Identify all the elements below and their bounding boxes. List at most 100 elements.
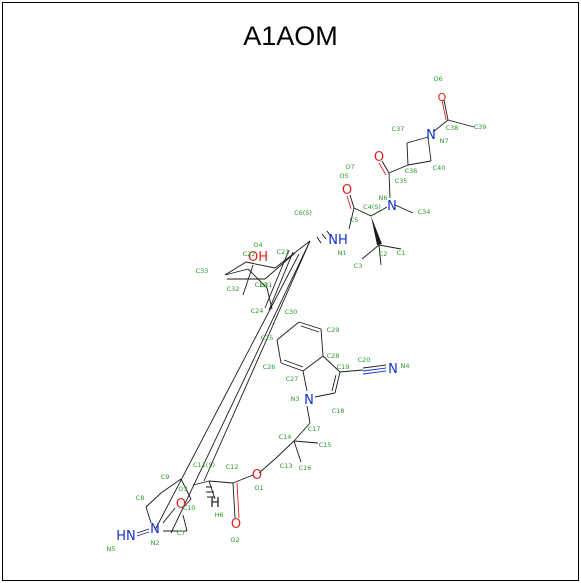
label-o3: O3 xyxy=(178,485,187,493)
bond xyxy=(283,359,304,368)
bond xyxy=(264,249,290,309)
bond xyxy=(208,480,234,484)
label-o6: O6 xyxy=(433,75,442,83)
label-c1: C1 xyxy=(397,249,406,257)
bond xyxy=(298,321,322,330)
bond xyxy=(339,369,364,373)
bond xyxy=(447,119,475,128)
label-c15: C15 xyxy=(319,441,332,449)
atom-n7: N xyxy=(426,128,436,143)
bond xyxy=(182,514,188,532)
bond xyxy=(293,440,319,444)
label-c31: C31 xyxy=(260,281,273,289)
bond xyxy=(242,264,254,296)
bond xyxy=(208,480,216,500)
bond xyxy=(314,392,336,398)
bond xyxy=(353,207,372,217)
bond xyxy=(302,355,324,372)
label-n2: N2 xyxy=(151,539,160,547)
label-c37: C37 xyxy=(392,125,405,133)
bond xyxy=(136,531,150,537)
bond xyxy=(136,528,150,534)
bond xyxy=(145,506,152,524)
label-c8: C8 xyxy=(136,494,145,502)
label-n1: N1 xyxy=(338,249,347,257)
bond xyxy=(180,478,192,500)
label-c28: C28 xyxy=(327,352,340,360)
bond xyxy=(236,482,240,519)
bond xyxy=(264,252,296,280)
label-o5: O5 xyxy=(339,172,348,180)
label-c14: C14 xyxy=(279,433,292,441)
bond xyxy=(302,370,308,392)
label-h6: H6 xyxy=(214,511,223,519)
bond xyxy=(245,261,276,269)
label-c4s: C4(S) xyxy=(363,203,381,211)
bond xyxy=(203,322,275,482)
stereo-hash xyxy=(316,230,331,244)
atom-oh: OH xyxy=(248,250,268,265)
bond xyxy=(274,440,295,460)
bond xyxy=(182,498,192,509)
label-c32: C32 xyxy=(227,285,240,293)
label-c27: C27 xyxy=(286,375,299,383)
label-n4: N4 xyxy=(401,362,410,370)
label-c29: C29 xyxy=(327,326,340,334)
label-n6: N6 xyxy=(379,194,388,202)
label-c38: C38 xyxy=(446,124,459,132)
label-c5: C5 xyxy=(350,216,359,224)
bond xyxy=(427,136,432,162)
label-c12: C12 xyxy=(226,463,239,471)
atom-nh: NH xyxy=(328,233,348,248)
bond xyxy=(274,240,311,269)
label-o7: O7 xyxy=(345,163,354,171)
atom-o-carbonyl: O xyxy=(374,150,384,165)
label-c23: C23 xyxy=(255,281,268,289)
bond xyxy=(348,207,355,230)
label-c25: C25 xyxy=(261,334,274,342)
bond xyxy=(154,253,300,531)
bond xyxy=(362,367,387,372)
atom-nitrile-n: N xyxy=(388,362,398,377)
bond xyxy=(224,268,249,276)
atom-n6: N xyxy=(387,199,397,214)
bond xyxy=(293,422,311,442)
bonds xyxy=(136,99,475,537)
bond xyxy=(443,99,449,121)
label-c35: C35 xyxy=(395,177,408,185)
bond xyxy=(362,370,387,375)
bond xyxy=(388,164,409,174)
bond xyxy=(145,492,162,508)
label-c39: C39 xyxy=(474,123,487,131)
label-c20: C20 xyxy=(358,356,371,364)
label-c2: C2 xyxy=(379,250,388,258)
label-c33: C33 xyxy=(196,267,209,275)
bond xyxy=(362,364,387,369)
label-c34: C34 xyxy=(418,208,431,216)
atom-n3: N xyxy=(304,393,314,408)
bond xyxy=(349,194,355,209)
stereo-hash xyxy=(206,486,215,498)
bond xyxy=(370,206,388,217)
atom-n5-imine: HN xyxy=(116,529,136,544)
atom-h6: H xyxy=(210,496,220,511)
bond xyxy=(378,244,402,250)
label-c6s: C6(S) xyxy=(294,209,312,217)
label-c21: C21 xyxy=(277,248,290,256)
label-o2: O2 xyxy=(230,536,239,544)
atom-n2: N xyxy=(150,522,160,537)
atom-o2: O xyxy=(231,517,241,532)
heteroatoms: N O N O NH OH N N O O O N HN H O xyxy=(116,91,446,544)
bond xyxy=(334,371,341,394)
label-o4: O4 xyxy=(253,241,262,249)
bond xyxy=(276,339,282,364)
bond xyxy=(258,458,276,474)
label-c40: C40 xyxy=(433,164,446,172)
label-c11s: C11(S) xyxy=(193,461,215,469)
bond xyxy=(232,474,254,484)
label-c10: C10 xyxy=(183,504,196,512)
bond xyxy=(300,325,320,333)
bond xyxy=(247,268,268,289)
label-n7: N7 xyxy=(440,137,449,145)
bond xyxy=(361,244,380,260)
